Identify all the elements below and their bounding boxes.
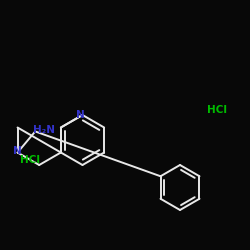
Text: N: N	[76, 110, 84, 120]
Text: H₂N: H₂N	[32, 125, 54, 135]
Text: HCl: HCl	[20, 155, 40, 165]
Text: HCl: HCl	[208, 105, 228, 115]
Text: N: N	[13, 146, 22, 156]
